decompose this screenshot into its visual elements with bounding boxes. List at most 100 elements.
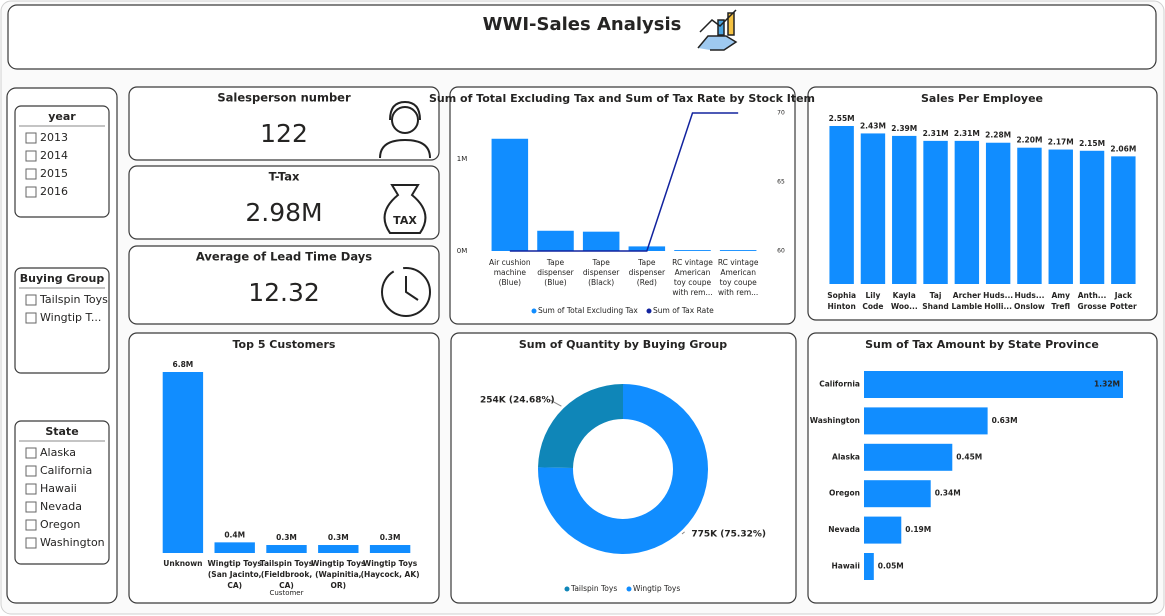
slicer-title: State xyxy=(45,425,78,438)
slicer-title: Buying Group xyxy=(20,272,105,285)
x-tick-label: Archer Lamble xyxy=(952,291,983,311)
card-value: 12.32 xyxy=(248,278,320,307)
x-tick-label: Air cushion machine (Blue) xyxy=(489,258,531,287)
bar xyxy=(719,250,757,251)
value-label: 0.19M xyxy=(905,525,931,534)
value-label: 6.8M xyxy=(173,360,194,369)
slicer-item[interactable]: Hawaii xyxy=(40,482,77,495)
x-tick-label: Tape dispenser (Red) xyxy=(629,258,666,287)
year-slicer xyxy=(14,105,110,218)
bar xyxy=(162,372,204,553)
x-axis-title: Customer xyxy=(269,589,303,597)
slicer-item[interactable]: 2013 xyxy=(40,131,68,144)
value-label: 2.20M xyxy=(1016,136,1042,145)
donut-slice xyxy=(538,384,623,469)
bar xyxy=(864,516,902,544)
svg-text:TAX: TAX xyxy=(393,214,417,227)
bar xyxy=(1079,150,1105,284)
y2-tick-label: 70 xyxy=(777,110,785,117)
bar xyxy=(864,371,1123,398)
value-label: 0.05M xyxy=(878,562,904,571)
x-tick-label: Wingtip Toys (Haycock, AK) xyxy=(361,559,420,579)
bar xyxy=(582,231,620,251)
checkbox[interactable] xyxy=(25,501,37,513)
bar xyxy=(892,135,917,284)
header-icon xyxy=(697,9,738,51)
value-label: 0.3M xyxy=(276,533,297,542)
checkbox[interactable] xyxy=(25,537,37,549)
x-tick-label: Taj Shand xyxy=(922,291,949,311)
card-title: T-Tax xyxy=(269,170,300,184)
value-label: 2.06M xyxy=(1110,144,1136,153)
y2-tick-label: 65 xyxy=(777,179,785,186)
x-tick-label: Wingtip Toys (San Jacinto, CA) xyxy=(208,559,263,590)
y-tick-label: Alaska xyxy=(832,452,860,461)
slicer-item[interactable]: Tailspin Toys xyxy=(39,293,108,306)
slicer-item[interactable]: 2015 xyxy=(40,167,68,180)
checkbox[interactable] xyxy=(25,465,37,477)
checkbox[interactable] xyxy=(25,186,37,198)
slicer-item[interactable]: California xyxy=(40,464,92,477)
slicer-item[interactable]: Wingtip T... xyxy=(40,311,101,324)
value-label: 2.31M xyxy=(954,129,980,138)
checkbox[interactable] xyxy=(25,312,37,324)
slicer-item[interactable]: Alaska xyxy=(40,446,76,459)
card-value: 2.98M xyxy=(245,198,322,227)
value-label: 0.45M xyxy=(956,452,982,461)
x-tick-label: Unknown xyxy=(163,559,202,568)
slicer-item[interactable]: Oregon xyxy=(40,518,80,531)
slicer-item[interactable]: 2014 xyxy=(40,149,68,162)
checkbox[interactable] xyxy=(25,132,37,144)
value-label: 2.28M xyxy=(985,131,1011,140)
value-label: 775K (75.32%) xyxy=(691,530,766,540)
bar xyxy=(214,542,255,553)
checkbox[interactable] xyxy=(25,168,37,180)
bar xyxy=(954,140,980,284)
legend-label: Wingtip Toys xyxy=(633,584,680,593)
legend-label: Tailspin Toys xyxy=(570,584,617,593)
card-panel xyxy=(128,86,440,161)
value-label: 2.55M xyxy=(829,114,855,123)
legend-marker xyxy=(626,586,632,592)
x-tick-label: RC vintage American toy coupe with rem... xyxy=(672,258,713,297)
card-value: 122 xyxy=(260,119,308,148)
legend-label: Sum of Tax Rate xyxy=(653,306,714,315)
bar xyxy=(985,142,1011,284)
chart-title: Top 5 Customers xyxy=(233,338,336,351)
card-title: Average of Lead Time Days xyxy=(196,250,372,264)
state-slicer xyxy=(14,420,110,565)
value-label: 0.63M xyxy=(992,416,1018,425)
x-tick-label: Sophia Hinton xyxy=(827,291,856,311)
card-icons: TAX xyxy=(379,100,431,317)
x-tick-label: Amy Trefl xyxy=(1051,291,1070,311)
checkbox[interactable] xyxy=(25,519,37,531)
checkbox[interactable] xyxy=(25,150,37,162)
x-tick-label: Tape dispenser (Blue) xyxy=(537,258,574,287)
legend-marker xyxy=(646,308,652,314)
x-tick-label: Jack Potter xyxy=(1110,291,1137,311)
y-tick-label: Hawaii xyxy=(832,562,860,571)
checkbox[interactable] xyxy=(25,447,37,459)
slicer-item[interactable]: 2016 xyxy=(40,185,68,198)
value-label: 254K (24.68%) xyxy=(480,396,555,406)
bar xyxy=(674,250,711,251)
bar xyxy=(923,140,948,284)
leader-line xyxy=(549,399,562,407)
x-tick-label: Anth... Grosse xyxy=(1078,291,1107,311)
bar xyxy=(318,545,359,553)
card-panel xyxy=(128,245,440,325)
checkbox[interactable] xyxy=(25,483,37,495)
line xyxy=(509,112,739,252)
value-label: 1.32M xyxy=(1094,380,1120,389)
slicer-item[interactable]: Washington xyxy=(40,536,105,549)
checkbox[interactable] xyxy=(25,294,37,306)
value-label: 2.15M xyxy=(1079,139,1105,148)
y-tick-label: 0M xyxy=(457,247,468,255)
x-tick-label: Kayla Woo... xyxy=(891,291,918,311)
chart-panel xyxy=(128,332,440,604)
chart-title: Sum of Quantity by Buying Group xyxy=(519,338,727,351)
chart-title: Sales Per Employee xyxy=(921,92,1043,105)
y2-tick-label: 60 xyxy=(777,248,785,255)
slicer-item[interactable]: Nevada xyxy=(40,500,82,513)
